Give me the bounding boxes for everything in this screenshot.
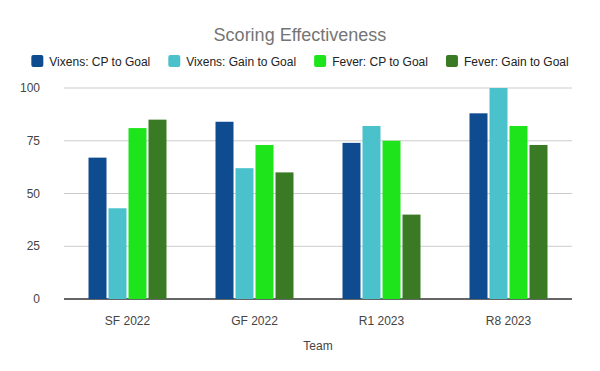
legend-label: Fever: CP to Goal [332,55,428,69]
x-tick-label: SF 2022 [105,314,151,328]
bar [256,145,274,299]
chart: Scoring Effectiveness 0 25 50 75 100 SF 2022 GF… [0,0,600,371]
legend-swatch [446,55,458,67]
background [0,0,600,371]
bar [109,208,127,299]
legend-label: Vixens: CP to Goal [49,55,150,69]
x-axis-label: Team [303,339,332,353]
bars [89,88,548,299]
bar [216,122,234,299]
grid [64,88,572,299]
legend-swatch [31,55,43,67]
x-tick-label: R1 2023 [359,314,405,328]
bar [383,141,401,299]
bar [470,113,488,299]
bar [129,128,147,299]
bar [490,88,508,299]
legend-swatch [314,55,326,67]
title: Scoring Effectiveness [214,25,387,45]
x-tick-label: GF 2022 [231,314,278,328]
legend: Vixens: CP to Goal Vixens: Gain to Goal Fe… [31,55,568,69]
legend-item: Fever: Gain to Goal [446,55,569,69]
legend-swatch [168,55,180,67]
y-tick-label: 25 [27,239,41,253]
legend-item: Vixens: CP to Goal [31,55,150,69]
bar [276,172,294,299]
bar [530,145,548,299]
legend-label: Vixens: Gain to Goal [186,55,296,69]
y-tick-label: 0 [33,292,40,306]
y-tick-label: 75 [27,134,41,148]
legend-label: Fever: Gain to Goal [464,55,569,69]
x-tick-label: R8 2023 [486,314,532,328]
bar [363,126,381,299]
y-tick-label: 50 [27,187,41,201]
legend-item: Fever: CP to Goal [314,55,428,69]
bar [403,215,421,299]
bar [343,143,361,299]
bar [236,168,254,299]
bar [149,120,167,299]
bar [89,158,107,299]
bar [510,126,528,299]
legend-item: Vixens: Gain to Goal [168,55,296,69]
y-tick-label: 100 [20,81,40,95]
